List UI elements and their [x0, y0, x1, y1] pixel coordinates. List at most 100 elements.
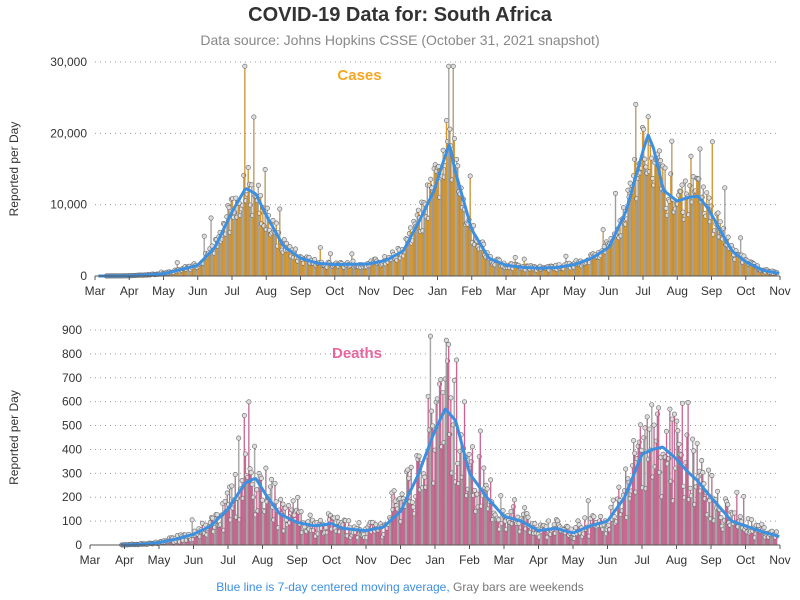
deaths-point: [709, 473, 715, 479]
cases-bar: [701, 197, 703, 277]
deaths-bar: [208, 526, 210, 546]
deaths-xtick-label: Feb: [459, 553, 480, 567]
deaths-bar: [629, 498, 631, 546]
cases-bar: [665, 208, 667, 277]
deaths-bar: [437, 425, 440, 546]
deaths-bar: [460, 434, 462, 546]
cases-bar: [688, 214, 690, 277]
deaths-bar: [516, 523, 518, 546]
deaths-bar: [663, 457, 665, 546]
deaths-point: [406, 475, 412, 481]
deaths-bar: [425, 487, 427, 546]
deaths-bar: [404, 505, 407, 546]
cases-bar: [427, 218, 430, 277]
cases-point: [709, 139, 715, 145]
deaths-bar: [454, 481, 457, 546]
cases-bar: [611, 242, 613, 277]
deaths-point: [732, 510, 738, 516]
deaths-point: [429, 408, 435, 414]
deaths-bar: [733, 512, 736, 546]
cases-point: [650, 175, 656, 181]
deaths-xtick-label: Sep: [700, 553, 722, 567]
deaths-bar: [441, 446, 443, 546]
cases-bar: [276, 245, 279, 277]
deaths-bar: [715, 508, 718, 546]
cases-bar: [246, 194, 248, 277]
cases-bar: [709, 221, 711, 277]
cases-bar: [485, 256, 487, 277]
cases-bar: [236, 217, 238, 277]
cases-bar: [244, 66, 246, 277]
deaths-point: [477, 428, 483, 434]
deaths-y-axis-label: Reported per Day: [7, 390, 21, 485]
deaths-point: [484, 486, 490, 492]
footnote: Blue line is 7-day centered moving avera…: [0, 580, 800, 594]
deaths-bar: [615, 521, 618, 546]
cases-bar: [273, 231, 275, 277]
cases-bar: [631, 191, 634, 277]
deaths-bar: [480, 506, 483, 546]
cases-ytick-label: 30,000: [50, 55, 87, 69]
cases-bar: [447, 141, 449, 277]
deaths-bar: [256, 489, 258, 546]
deaths-bar: [647, 459, 649, 546]
deaths-bar: [261, 500, 264, 546]
deaths-point: [307, 512, 313, 518]
deaths-xtick-label: May: [148, 553, 171, 567]
cases-bar: [262, 207, 264, 277]
cases-bar: [715, 223, 717, 277]
deaths-point: [224, 490, 230, 496]
deaths-bar: [233, 499, 235, 546]
cases-bar: [671, 141, 673, 277]
deaths-ytick-label: 500: [62, 419, 82, 433]
deaths-point: [664, 428, 670, 434]
deaths-point: [346, 518, 352, 524]
cases-bar: [205, 256, 208, 277]
cases-bar: [675, 203, 677, 277]
cases-point: [662, 165, 668, 171]
cases-bar: [234, 212, 236, 277]
deaths-bar: [483, 467, 485, 546]
deaths-bar: [273, 519, 275, 546]
deaths-bar: [625, 468, 627, 546]
deaths-bar: [730, 512, 732, 546]
deaths-bar: [242, 498, 244, 546]
deaths-point: [616, 484, 622, 490]
deaths-bar: [300, 511, 302, 546]
cases-xtick-label: Mar: [85, 284, 106, 298]
deaths-bar: [497, 519, 500, 546]
cases-bar: [274, 232, 276, 277]
deaths-bar: [693, 450, 695, 546]
deaths-bar: [659, 472, 661, 546]
deaths-bar: [270, 479, 273, 546]
deaths-ytick-label: 600: [62, 395, 82, 409]
deaths-point: [469, 444, 475, 450]
cases-bar: [444, 165, 446, 277]
deaths-point: [438, 377, 444, 383]
deaths-point: [674, 418, 680, 424]
deaths-point: [269, 476, 275, 482]
deaths-bar: [696, 443, 698, 546]
deaths-point: [676, 441, 682, 447]
cases-bar: [445, 120, 448, 277]
cases-bar: [287, 249, 289, 277]
cases-bar: [248, 184, 250, 277]
deaths-point: [525, 514, 531, 520]
deaths-bar: [277, 527, 279, 546]
deaths-bar: [230, 519, 232, 546]
deaths-bar: [236, 498, 239, 546]
deaths-ytick-label: 200: [62, 490, 82, 504]
deaths-bar: [408, 478, 410, 546]
deaths-bar: [664, 456, 666, 546]
cases-bar: [431, 187, 433, 277]
cases-point: [258, 193, 264, 199]
deaths-point: [706, 467, 712, 473]
cases-bar: [250, 184, 253, 277]
deaths-point: [427, 333, 433, 339]
deaths-point: [210, 515, 216, 521]
cases-point: [251, 114, 257, 120]
deaths-bar: [694, 504, 696, 546]
cases-bar: [725, 244, 727, 277]
deaths-bar: [325, 527, 327, 546]
deaths-bar: [284, 508, 286, 546]
